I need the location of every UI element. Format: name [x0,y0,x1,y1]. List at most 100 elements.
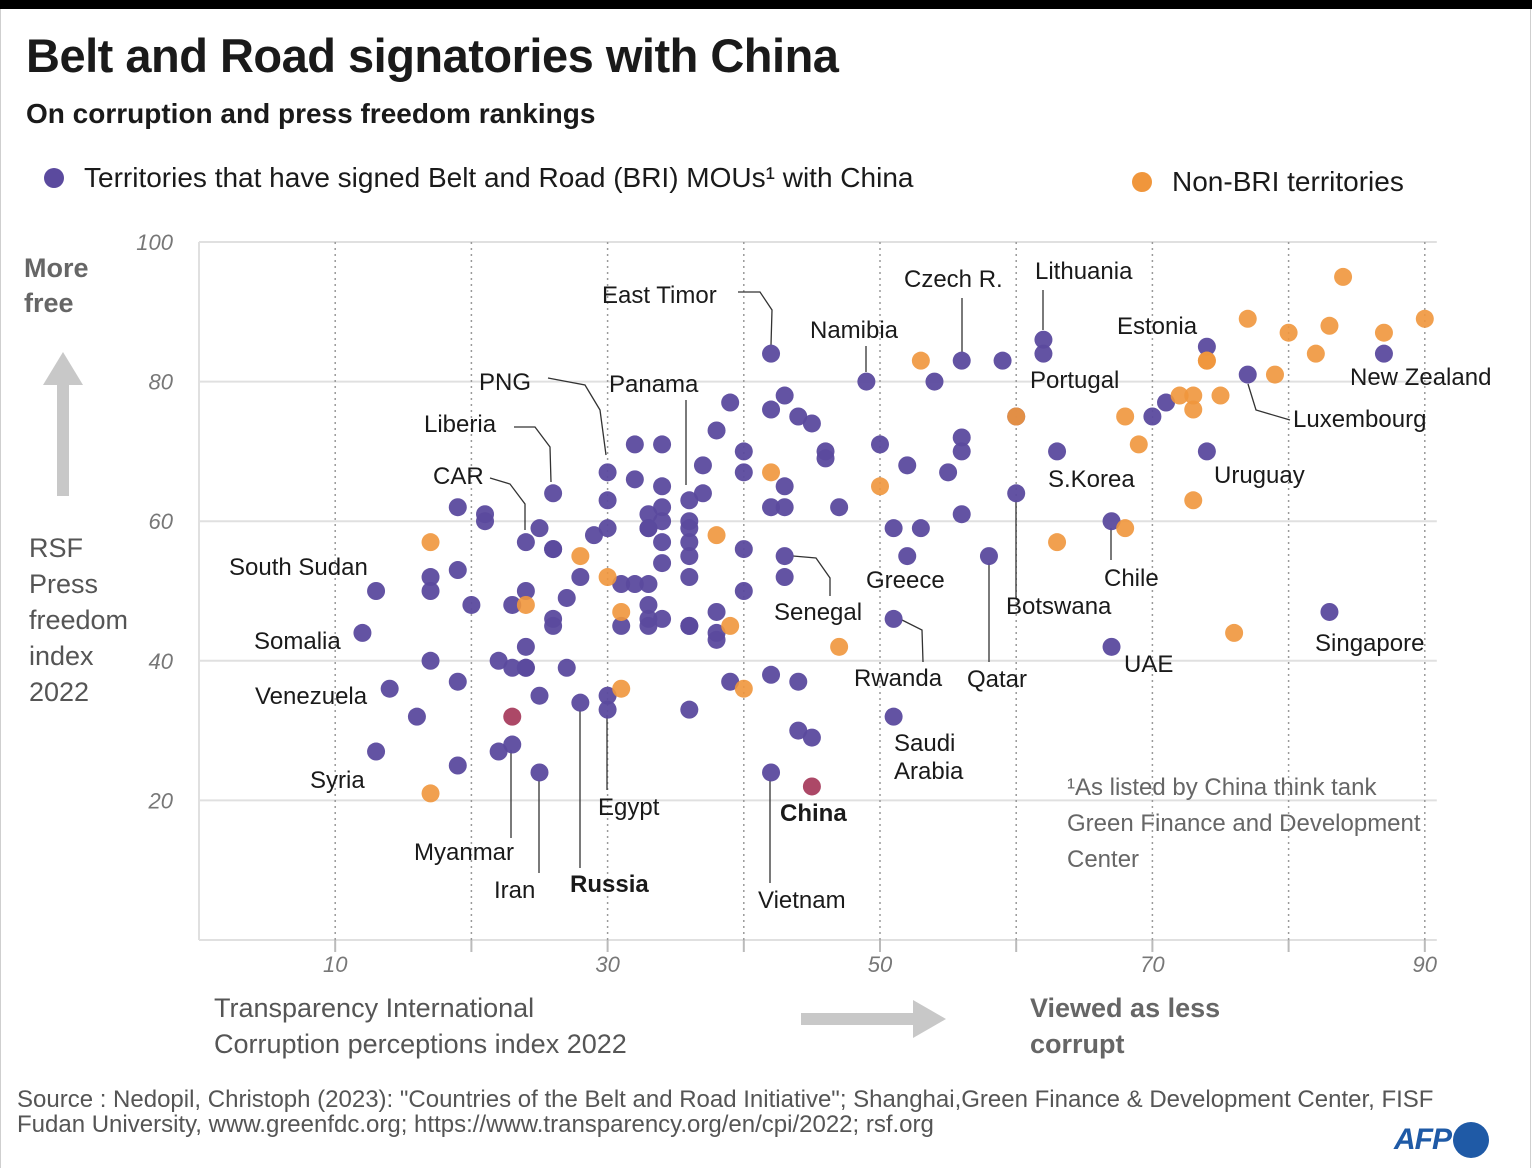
non-bri-point [516,595,535,614]
bri-point [1157,393,1176,412]
bri-point [544,540,563,559]
non-bri-point [1265,365,1284,384]
bri-point [516,637,535,656]
bri-point [489,651,508,670]
bri-point [762,665,781,684]
x-tick-label: 90 [1413,952,1438,977]
non-bri-point [1007,407,1026,426]
chart-subtitle: On corruption and press freedom rankings [26,98,596,129]
bri-point [421,568,440,587]
bri-point [1048,442,1067,461]
non-bri-point [1184,400,1203,419]
top-bar [0,0,1532,9]
bri-point [448,498,467,517]
y-axis-title: RSF Press freedom index 2022 [29,533,128,707]
legend-label-non-bri: Non-BRI territories [1172,166,1404,197]
annotation-label: Senegal [774,599,862,626]
bri-point [1238,365,1257,384]
bri-point [625,470,644,489]
non-bri-point [734,679,753,698]
annotation-label: China [780,800,847,827]
non-bri-point [762,463,781,482]
annotation-label: Luxembourg [1293,406,1426,433]
annotation-label: Greece [866,567,945,594]
annotation-label: Myanmar [414,839,514,866]
y-tick-label: 40 [149,649,174,674]
bri-point [544,616,563,635]
bri-point [680,533,699,552]
bri-point [816,449,835,468]
annotation-label: Arabia [894,758,964,785]
china-point [802,777,821,796]
non-bri-point [1225,623,1244,642]
x-tick-label: 70 [1140,952,1165,977]
bri-point [952,351,971,370]
x-tick-label: 50 [868,952,893,977]
afp-logo: AFP [1394,1122,1489,1158]
bri-point [598,700,617,719]
bri-point [1143,407,1162,426]
bri-point [693,484,712,503]
bri-point [680,616,699,635]
bri-point [993,351,1012,370]
annotation-label: Somalia [254,628,341,655]
annotation-label: Botswana [1006,593,1112,620]
bri-point [680,700,699,719]
bri-point [639,595,658,614]
bri-point [1197,337,1216,356]
non-bri-point [1129,435,1148,454]
legend-label-bri: Territories that have signed Belt and Ro… [84,162,914,193]
bri-point [1007,484,1026,503]
annotation-label: Russia [570,871,649,898]
point-layer [353,267,1434,803]
bri-point [639,575,658,594]
bri-point [925,372,944,391]
non-bri-point [871,477,889,496]
annotation-label: PNG [479,369,531,396]
legend-dot-non-bri [1132,172,1152,192]
non-bri-point [1116,407,1135,426]
bri-point [734,463,753,482]
annotation-label: Singapore [1315,630,1424,657]
bri-point [584,526,603,545]
annotation-leader-line [1247,383,1291,421]
annotation-label: Lithuania [1035,258,1133,285]
footnote: ¹As listed by China think tank Green Fin… [1067,774,1421,873]
non-bri-point [1170,386,1189,405]
annotation-leader-line [489,477,526,530]
bri-point [516,658,535,677]
bri-point [884,519,903,538]
non-bri-point [911,351,930,370]
non-bri-point [1048,533,1067,552]
bri-point [625,575,644,594]
non-bri-point [1238,309,1257,328]
bri-point [367,582,386,600]
bri-point [653,512,672,531]
bri-point [1320,602,1339,621]
legend-dot-bri [44,168,64,188]
bri-point [544,484,563,503]
y-tick-label: 60 [149,509,174,534]
bri-point [952,442,971,461]
annotation-leader-line [547,377,607,456]
bri-point [721,393,740,412]
bri-point [762,400,781,419]
svg-text:2022: 2022 [29,677,89,707]
non-bri-point [707,526,726,545]
annotation-leader-line [738,291,773,346]
annotation-leader-line [514,426,552,483]
bri-point [530,763,549,782]
svg-text:Press: Press [29,569,98,599]
bri-point [775,547,794,566]
bri-point [653,533,672,552]
annotation-label: Chile [1104,565,1159,592]
annotation-label: Czech R. [904,266,1003,293]
bri-point [871,435,889,454]
non-bri-point [1306,344,1325,363]
label-layer: East Timor Czech R. Lithuania Namibia Estoni… [229,258,1491,914]
bri-point [380,679,399,698]
bri-point [557,658,576,677]
frame-border [0,9,1531,1168]
bri-point [653,554,672,573]
y-tick-label: 100 [136,230,173,255]
